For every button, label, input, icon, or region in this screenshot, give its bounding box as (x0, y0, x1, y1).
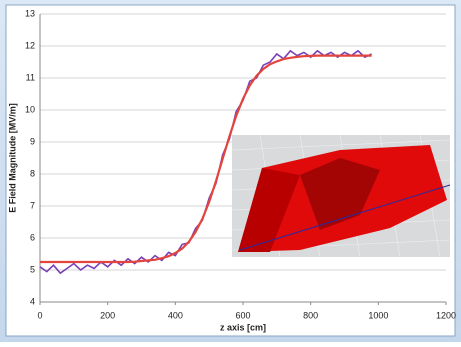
y-tick-label: 12 (25, 40, 35, 50)
y-tick-label: 5 (30, 264, 35, 274)
inset-image (232, 135, 450, 257)
y-tick-label: 9 (30, 136, 35, 146)
x-axis-label: z axis [cm] (220, 322, 266, 332)
x-tick-label: 800 (303, 310, 318, 320)
x-tick-label: 1000 (368, 310, 388, 320)
x-tick-label: 400 (168, 310, 183, 320)
y-tick-label: 13 (25, 8, 35, 18)
x-tick-label: 1200 (436, 310, 456, 320)
y-axis-label: E Field Magnitude [MV/m] (7, 103, 17, 213)
x-tick-label: 0 (37, 310, 42, 320)
x-tick-label: 200 (100, 310, 115, 320)
x-tick-label: 600 (235, 310, 250, 320)
y-tick-label: 10 (25, 104, 35, 114)
y-tick-label: 8 (30, 168, 35, 178)
y-tick-label: 6 (30, 232, 35, 242)
y-tick-label: 4 (30, 296, 35, 306)
y-tick-label: 7 (30, 200, 35, 210)
y-tick-label: 11 (26, 72, 35, 82)
chart: 4 5 6 7 8 9 10 11 12 13 0 200 400 600 800 1000 1200 z axi… (0, 0, 461, 342)
